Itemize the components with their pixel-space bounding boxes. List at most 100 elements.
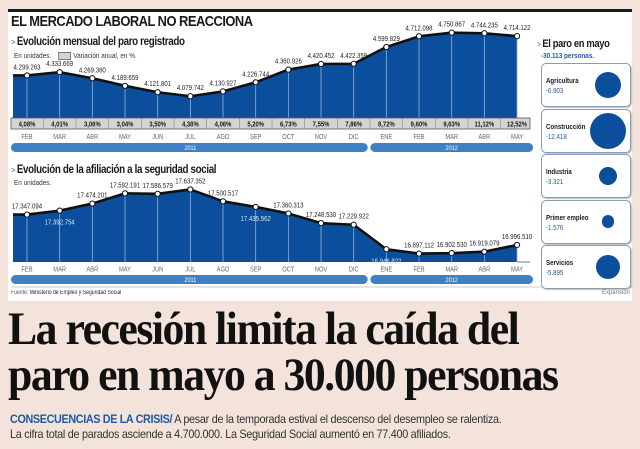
chart2-point [481,248,488,255]
sector-label: Primer empleo [546,212,589,222]
headline-line-1: La recesión limita la caída del [8,303,520,355]
chart2-value-label: 16.946.822 [371,258,402,266]
deck-line-1: CONSECUENCIAS DE LA CRISIS/ A pesar de l… [10,412,502,427]
chart1-area [13,32,518,118]
chart1-month-label: MAY [119,134,132,142]
chart2-point [317,220,325,227]
legend-swatch-icon [58,52,71,61]
chart2-year-band [11,275,368,284]
chart1-value-label: 4.130.927 [210,80,237,88]
chart1-pct-label: 9,63% [443,121,460,129]
chart1-pct-label: 5,20% [247,121,264,129]
chart1-year-label: 2011 [184,145,196,153]
chart2-point [252,203,259,211]
deck-text-1: A pesar de la temporada estival el desce… [172,412,502,426]
chart1-year-band [370,143,534,152]
chart2-point [187,186,194,193]
chart1-pct-label: 8,72% [378,121,395,129]
chart2-point [219,198,227,205]
chart2-year-label: 2011 [184,277,196,285]
chart2-month-label: MAR [53,266,66,274]
chart2-month-label: DIC [349,266,359,274]
chart2-value-label: 17.586.579 [143,182,174,190]
sector-card: Industria -3.321 [541,154,631,198]
chart1-point [350,60,357,67]
side-title-text: El paro en mayo [542,38,610,50]
chart2-point [154,190,161,197]
chart1-month-label: JUN [152,134,163,142]
chart2-value-label: 17.435.562 [241,215,272,223]
chart1-pct-label: 7,55% [313,121,330,129]
chart2-point [285,210,292,217]
chart1-month-label: MAR [53,134,66,142]
chart1-month-label: ABR [86,134,98,142]
chart1-value-label: 4.750.867 [438,21,465,29]
chart2-year-band [370,275,534,284]
chart1-pct-label: 3,06% [84,121,101,129]
arrow-icon: > [11,165,16,175]
chart1-value-label: 4.744.235 [471,22,498,30]
chart1-value-label: 4.079.742 [177,85,204,93]
side-title: > El paro en mayo [537,38,610,50]
chart1-value-label: 4.422.359 [340,52,367,60]
arrow-icon: > [537,40,541,49]
chart1-subtitle: En unidades. Variación anual, en %. [14,51,137,61]
chart1-title-text: Evolución mensual del paro registrado [16,36,185,48]
chart2-month-label: AGO [217,266,230,274]
chart1-month-label: NOV [315,134,328,142]
chart1-pct-label: 7,86% [345,121,362,129]
chart1-year-label: 2012 [446,145,459,153]
chart1-value-label: 4.599.829 [373,35,400,43]
sector-label: Industria [546,167,572,176]
chart2-value-label: 17.592.191 [110,182,141,190]
chart1-point [513,33,521,40]
sector-bubble [598,166,618,186]
chart2-month-label: NOV [315,266,328,274]
chart2-value-label: 17.500.517 [208,190,239,198]
chart2-value-label: 17.347.094 [12,203,43,211]
chart1-month-label: ABR [478,134,490,142]
chart1-pct-label: 4,06% [215,121,232,129]
chart1-pct-label: 12,52% [507,121,527,129]
arrow-icon: > [11,37,16,47]
sector-label: Agricultura [546,76,579,85]
chart2-month-label: JUN [152,266,163,274]
chart2-point [383,246,390,253]
chart2-month-label: MAR [445,266,458,274]
chart2-point [56,207,63,214]
chart1-point [56,69,63,76]
chart2-title: > Evolución de la afiliación a la segurid… [11,164,217,176]
chart2-value-label: 16.919.079 [469,240,500,248]
legend-label: Variación anual, en %. [73,51,137,60]
chart1-value-label: 4.333.669 [46,61,73,69]
infographic-title: EL MERCADO LABORAL NO REACCIONA [11,13,253,30]
chart1-month-label: ENE [380,134,392,142]
chart1-pct-label: 4,38% [182,121,199,129]
chart1-units: En unidades. [14,51,52,60]
chart1-value-label: 4.712.098 [406,25,433,33]
chart1-month-label: MAR [445,134,458,142]
chart1-pct-label: 6,73% [280,121,297,129]
chart1-value-label: 4.189.659 [112,74,139,82]
chart2-year-label: 2012 [446,277,459,285]
chart2-value-label: 16.996.510 [502,234,533,242]
chart2-point [89,200,96,207]
deck: CONSECUENCIAS DE LA CRISIS/ A pesar de l… [10,412,502,442]
chart1-point [23,72,31,79]
chart2-month-label: ABR [478,266,490,274]
chart1-point [317,60,325,68]
sector-label: Construcción [546,121,586,131]
chart1-value-label: 4.121.801 [144,81,171,89]
chart2-title-text: Evolución de la afiliación a la segurida… [16,164,217,176]
chart2-point [448,250,455,257]
sector-bubble [601,215,615,228]
chart1-point [154,89,161,96]
source-text: Ministerio de Empleo y Seguridad Social [29,290,122,296]
chart2-point [23,211,31,218]
chart1-title: > Evolución mensual del paro registrado [11,36,185,48]
sector-value: -6.903 [546,86,564,95]
chart2-value-label: 17.637.352 [175,178,206,186]
chart2-point [121,190,129,197]
sector-bubble [595,254,621,280]
